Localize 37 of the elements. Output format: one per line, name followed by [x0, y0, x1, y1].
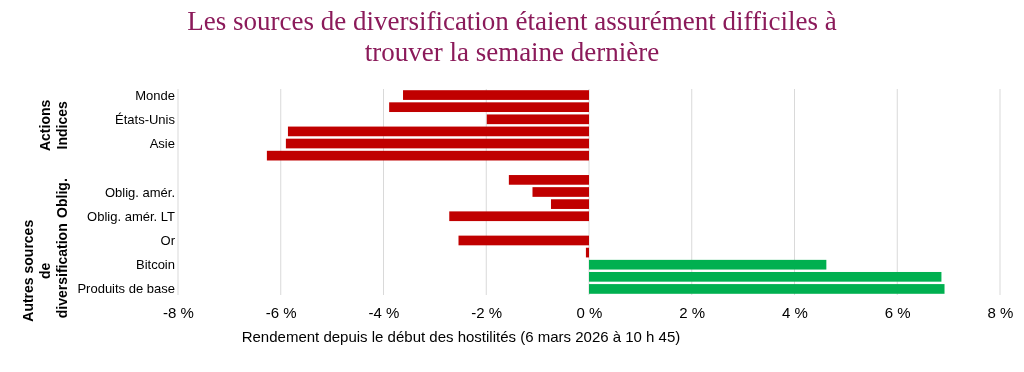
x-tick-label: 4 %	[782, 303, 808, 321]
x-tick-label: 0 %	[576, 303, 603, 321]
y-tick-label: Asie	[149, 136, 175, 152]
bar	[589, 259, 827, 270]
y-tick-label: Bitcoin	[135, 257, 175, 273]
x-tick-label: 8 %	[987, 303, 1014, 321]
bar	[508, 175, 589, 185]
x-tick-label: -2 %	[471, 303, 503, 321]
bar	[550, 199, 589, 209]
bar	[486, 114, 589, 125]
x-tick-label: -4 %	[368, 303, 400, 321]
y-tick-label: Monde	[135, 87, 175, 103]
x-tick-label: -8 %	[163, 303, 194, 321]
y-tick-label: Oblig. amér. LT	[87, 208, 176, 224]
y-tick-label: États-Unis	[115, 111, 176, 127]
y-tick-label: Or	[160, 233, 176, 249]
text: Oblig.	[54, 178, 70, 218]
bar	[287, 126, 589, 137]
x-tick-label: 6 %	[884, 303, 911, 321]
chart-title: Les sources de diversification étaient assurément difficiles à trouver la semaine dernière	[187, 6, 837, 67]
text: Actions Indices	[37, 99, 70, 152]
x-tick-label: -6 %	[265, 303, 297, 321]
bar	[389, 102, 589, 113]
y-tick-label: Produits de base	[77, 281, 175, 297]
bar	[589, 284, 945, 294]
bar	[585, 247, 589, 258]
y-tick-label: Oblig. amér.	[104, 184, 175, 200]
bar	[266, 150, 589, 161]
bar	[403, 90, 589, 100]
bar	[449, 211, 589, 222]
bar	[589, 271, 942, 282]
text: Autres sources de diversification	[20, 219, 70, 322]
x-tick-label: 2 %	[679, 303, 706, 321]
bar	[532, 187, 589, 197]
bar	[458, 235, 589, 246]
x-axis-title: Rendement depuis le début des hostilités (6 mars 2026 à 10 h 45)	[241, 328, 681, 345]
bar	[285, 138, 589, 149]
